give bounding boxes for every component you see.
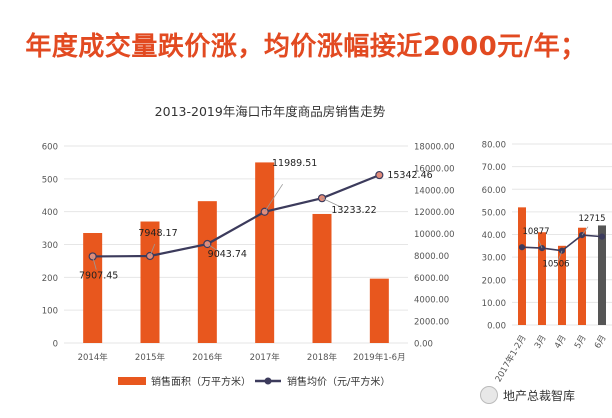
price-point	[375, 170, 384, 180]
x-tick: 5月	[573, 334, 589, 351]
bar	[83, 233, 103, 343]
label-leader	[581, 226, 589, 236]
y-tick-right: 2000.00	[414, 318, 449, 328]
bar	[598, 225, 606, 325]
x-tick: 2017年1-2月	[493, 333, 529, 384]
label-leader	[321, 197, 342, 208]
y-tick-right: 4000.00	[414, 296, 449, 306]
y-tick-left: 70.00	[482, 163, 506, 173]
label-leader	[264, 183, 284, 212]
x-tick: 2019年1-6月	[353, 352, 406, 363]
data-label: 12715	[578, 214, 605, 224]
price-line	[92, 174, 380, 258]
x-tick: 6月	[593, 334, 609, 351]
data-label: 10877	[522, 227, 549, 237]
bar	[369, 278, 389, 343]
bar	[312, 213, 332, 343]
y-tick-left: 300	[42, 241, 58, 251]
y-tick-left: 80.00	[482, 141, 506, 151]
x-tick: 3月	[533, 334, 549, 351]
label-leader	[538, 239, 543, 249]
y-tick-left: 200	[42, 274, 58, 284]
bar	[140, 221, 160, 343]
bar	[558, 245, 566, 325]
x-tick: 4月	[553, 334, 569, 351]
y-tick-left: 30.00	[482, 254, 506, 264]
label-leader	[207, 243, 220, 253]
label-leader	[92, 256, 97, 270]
x-tick: 2015年	[135, 352, 166, 363]
y-tick-left: 40.00	[482, 231, 506, 241]
y-tick-left: 0.00	[487, 322, 506, 332]
legend-line-marker	[264, 377, 272, 385]
x-tick: 2016年	[192, 352, 223, 363]
data-label: 15342.46	[387, 170, 432, 181]
y-tick-left: 20.00	[482, 276, 506, 286]
y-tick-right: 16000.00	[414, 164, 455, 174]
bar	[255, 162, 275, 343]
y-tick-right: 12000.00	[414, 208, 455, 218]
headline: 年度成交量跌价涨，均价涨幅接近2000元/年；	[25, 32, 587, 62]
bar	[197, 201, 217, 343]
wechat-icon	[480, 386, 498, 404]
bar	[578, 227, 586, 325]
label-leader	[558, 250, 563, 261]
data-label: 10506	[542, 260, 569, 270]
data-label: 7948.17	[138, 228, 177, 239]
bar	[538, 232, 546, 325]
y-tick-right: 10000.00	[414, 230, 455, 240]
label-leader	[149, 243, 156, 257]
data-label: 13233.22	[331, 205, 376, 216]
x-tick: 2017年	[250, 352, 281, 363]
legend-bar-swatch	[118, 377, 146, 385]
y-tick-right: 14000.00	[414, 186, 455, 196]
y-tick-left: 100	[42, 307, 58, 317]
y-tick-right: 8000.00	[414, 252, 449, 262]
price-point	[518, 244, 526, 251]
y-tick-left: 400	[42, 208, 58, 218]
y-tick-left: 60.00	[482, 186, 506, 196]
watermark-text: 地产总裁智库	[503, 388, 576, 403]
x-tick: 2018年	[307, 352, 338, 363]
data-label: 7907.45	[79, 270, 118, 281]
y-tick-right: 0.00	[414, 340, 433, 350]
legend-line-label: 销售均价（元/平方米）	[287, 375, 390, 388]
x-tick: 2014年	[78, 352, 109, 363]
chart-title: 2013-2019年海口市年度商品房销售走势	[154, 104, 386, 119]
data-label: 11989.51	[272, 158, 317, 169]
y-tick-left: 500	[42, 175, 58, 185]
price-point	[598, 233, 606, 240]
data-label: 9043.74	[208, 249, 247, 260]
y-tick-left: 600	[42, 143, 58, 153]
watermark: 地产总裁智库	[480, 386, 575, 404]
y-tick-right: 6000.00	[414, 274, 449, 284]
bar	[518, 207, 526, 325]
y-tick-left: 50.00	[482, 208, 506, 218]
y-tick-right: 18000.00	[414, 143, 455, 153]
y-tick-left: 0	[53, 340, 58, 350]
legend-bar-label: 销售面积（万平方米）	[151, 375, 251, 388]
y-tick-left: 10.00	[482, 299, 506, 309]
